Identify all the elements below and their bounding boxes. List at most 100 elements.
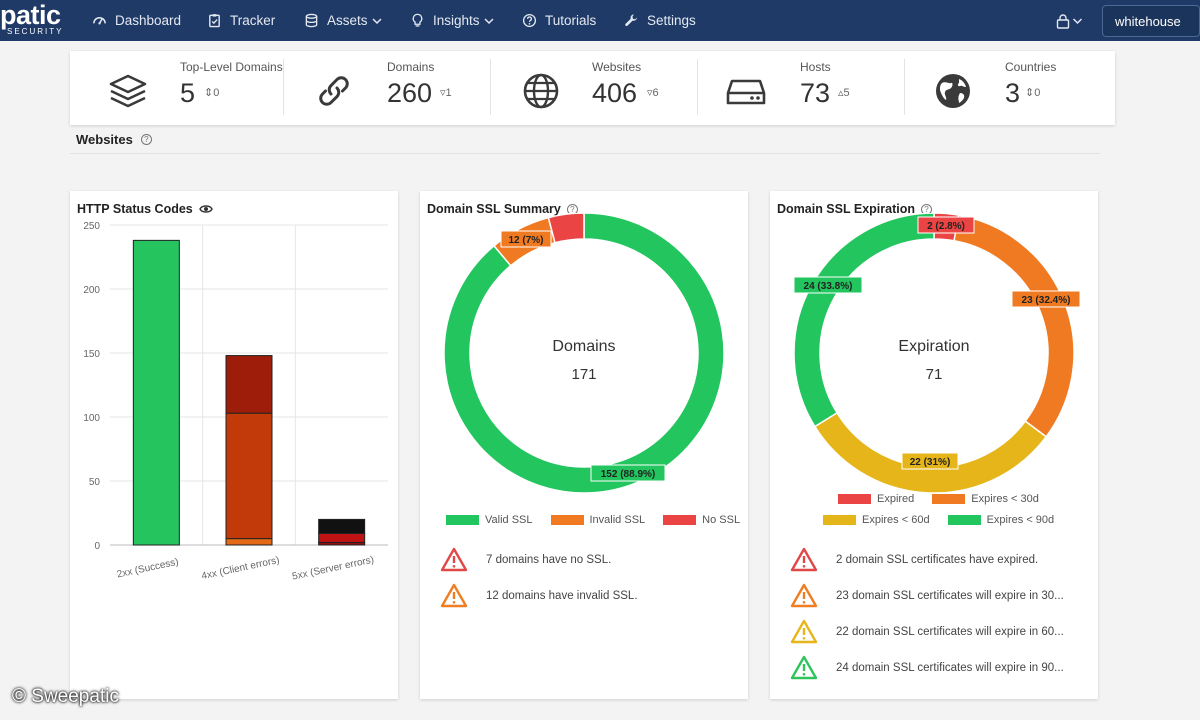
stat-label: Domains <box>387 60 435 74</box>
lock-menu-button[interactable] <box>1056 9 1083 33</box>
nav-assets[interactable]: Assets <box>304 0 382 41</box>
nav-insights[interactable]: Insights <box>410 0 494 41</box>
clipboard-icon <box>209 14 220 28</box>
legend-swatch <box>932 494 966 504</box>
ssl-summary-donut-chart: Domains 171 152 (88.9%) 12 (7%) <box>443 213 725 494</box>
donut-center-value: 71 <box>926 366 943 383</box>
legend-swatch <box>947 515 981 525</box>
card-title-text: Domain SSL Expiration <box>777 202 915 216</box>
warning-icon <box>790 619 818 644</box>
bar-segment[interactable] <box>132 239 180 546</box>
alert-row[interactable]: 23 domain SSL certificates will expire i… <box>790 582 1064 610</box>
y-tick-label: 0 <box>94 541 100 552</box>
donut-slice[interactable] <box>547 213 585 244</box>
y-tick-label: 200 <box>83 285 100 296</box>
nav-dashboard-label: Dashboard <box>115 13 182 28</box>
alert-text: 12 domains have invalid SSL. <box>486 590 638 602</box>
legend-item[interactable]: Invalid SSL <box>550 514 646 526</box>
stat-top-level-domains[interactable]: Top-Level Domains 5 ⇕0 <box>70 51 283 125</box>
stat-value: 73 <box>800 78 831 108</box>
stat-websites[interactable]: Websites 406 ▿6 <box>491 51 696 125</box>
alert-row[interactable]: 24 domain SSL certificates will expire i… <box>790 654 1064 682</box>
card-title: Domain SSL Expiration ? <box>777 202 932 216</box>
alert-row[interactable]: 7 domains have no SSL. <box>440 546 611 574</box>
legend-label: No SSL <box>702 514 741 526</box>
stat-countries[interactable]: Countries 3 ⇕0 <box>905 51 1115 125</box>
stat-label: Top-Level Domains <box>180 60 283 74</box>
data-label-box <box>793 276 863 294</box>
donut-slice[interactable] <box>443 213 725 494</box>
chart-legend: Valid SSL Invalid SSL No SSL <box>446 514 740 526</box>
alert-row[interactable]: 22 domain SSL certificates will expire i… <box>790 618 1064 646</box>
nav-tutorials[interactable]: Tutorials <box>522 0 596 41</box>
nav-settings[interactable]: Settings <box>624 0 696 41</box>
bar-segment[interactable] <box>225 355 273 414</box>
data-label: 24 (33.8%) <box>804 281 853 292</box>
bar-segment[interactable] <box>318 532 366 543</box>
donut-slice[interactable] <box>953 214 1075 438</box>
stat-delta: ▿1 <box>440 86 452 99</box>
stat-value: 5 <box>180 78 196 108</box>
x-tick-label: 2xx (Success) <box>116 557 180 581</box>
data-label-box <box>500 230 552 248</box>
bar-segment[interactable] <box>318 518 366 534</box>
legend-item[interactable]: Expires < 60d <box>823 514 930 526</box>
legend-item[interactable]: Expires < 90d <box>947 514 1055 526</box>
stat-delta: ⇕0 <box>1025 86 1040 99</box>
x-tick-label: 5xx (Server errors) <box>291 555 375 583</box>
alert-row[interactable]: 2 domain SSL certificates have expired. <box>790 546 1038 574</box>
user-menu-button[interactable]: whitehouse <box>1102 5 1200 37</box>
top-navbar: patic SECURITY Dashboard Tracker Assets … <box>0 0 1200 41</box>
alert-row[interactable]: 12 domains have invalid SSL. <box>440 582 638 610</box>
data-label-box <box>917 216 975 234</box>
neutral-trend-icon: ⇕ <box>1025 87 1035 99</box>
chevron-down-icon <box>484 17 494 24</box>
divider <box>490 59 491 115</box>
http-status-bar-chart: 0 50 100 150 200 250 2xx (Success) 4xx (Client … <box>83 221 388 583</box>
stat-delta-value: 0 <box>213 87 220 99</box>
stat-delta: ▿6 <box>647 86 659 99</box>
warning-icon <box>790 583 818 608</box>
legend-item[interactable]: Valid SSL <box>446 514 533 526</box>
stat-label: Countries <box>1005 60 1057 74</box>
stat-value: 260 <box>387 78 433 108</box>
eye-icon[interactable] <box>198 204 213 214</box>
legend-item[interactable]: Expired <box>838 493 914 505</box>
trend-up-icon: ▵ <box>838 87 844 99</box>
stat-domains[interactable]: Domains 260 ▿1 <box>284 51 489 125</box>
nav-dashboard[interactable]: Dashboard <box>92 0 181 41</box>
data-label-box <box>590 464 666 482</box>
stat-hosts[interactable]: Hosts 73 ▵5 <box>698 51 903 125</box>
trend-down-icon: ▿ <box>647 87 653 99</box>
bar-segment[interactable] <box>225 538 273 546</box>
help-icon[interactable]: ? <box>140 134 152 145</box>
donut-center-label: Domains <box>552 338 615 355</box>
ssl-summary-card: Domain SSL Summary ? Domains 171 152 (88.9… <box>420 191 748 699</box>
divider <box>904 59 905 115</box>
legend-item[interactable]: Expires < 30d <box>932 493 1039 505</box>
legend-label: Invalid SSL <box>589 514 646 526</box>
legend-label: Valid SSL <box>485 514 533 526</box>
donut-center-value: 171 <box>571 366 596 383</box>
legend-label: Expired <box>877 493 915 505</box>
logo[interactable]: patic SECURITY <box>0 2 70 38</box>
link-icon <box>319 76 349 106</box>
section-title-text: Websites <box>76 132 133 147</box>
asset-stats-bar: Top-Level Domains 5 ⇕0 Domains 260 ▿1 We… <box>70 51 1115 125</box>
donut-slice[interactable] <box>793 213 935 428</box>
legend-label: Expires < 90d <box>986 514 1055 526</box>
warning-icon <box>440 583 468 608</box>
y-tick-label: 150 <box>83 349 100 360</box>
alert-text: 7 domains have no SSL. <box>486 554 612 566</box>
nav-tracker[interactable]: Tracker <box>207 0 275 41</box>
divider <box>70 153 1100 154</box>
divider <box>697 59 698 115</box>
stat-delta-value: 6 <box>652 87 659 99</box>
nav-tutorials-label: Tutorials <box>545 13 597 28</box>
y-tick-label: 250 <box>83 221 100 232</box>
legend-swatch <box>838 494 871 504</box>
stat-delta: ▵5 <box>838 86 850 99</box>
legend-item[interactable]: No SSL <box>663 514 740 526</box>
bar-segment[interactable] <box>225 412 273 540</box>
nav-assets-label: Assets <box>327 13 368 28</box>
